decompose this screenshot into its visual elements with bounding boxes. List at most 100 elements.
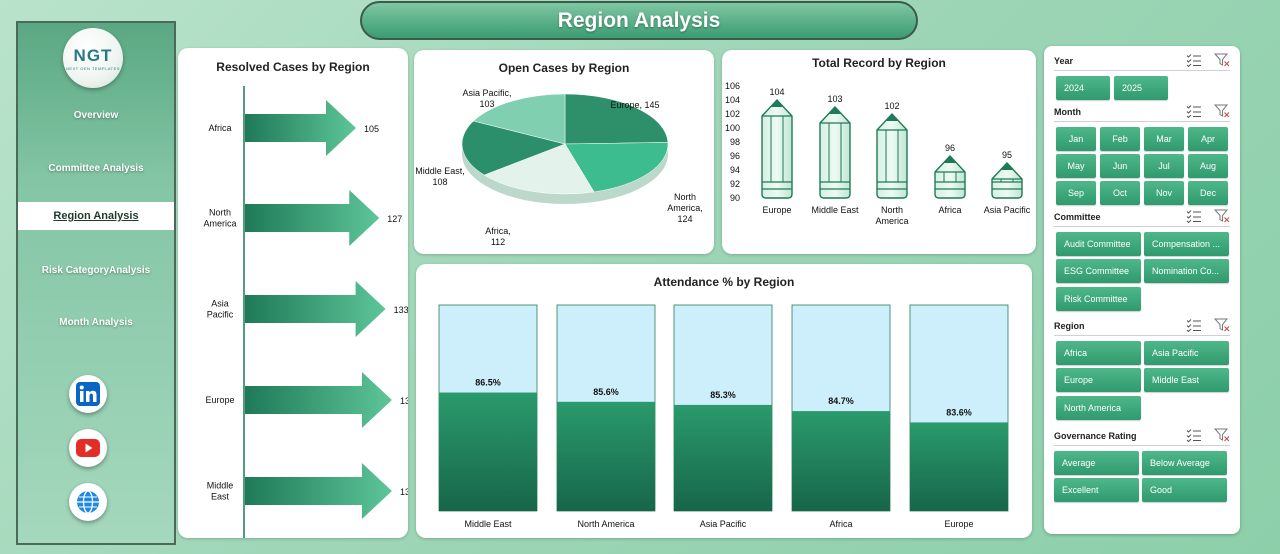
- region-slicer-item[interactable]: North America: [1056, 396, 1141, 420]
- committee-slicer-item[interactable]: Risk Committee: [1056, 287, 1141, 311]
- committee-slicer-item[interactable]: ESG Committee: [1056, 259, 1141, 283]
- resolved-value-label-2: 133: [394, 305, 408, 315]
- clear-filter-icon[interactable]: [1214, 104, 1230, 118]
- open-cases-panel: Open Cases by Region Europe, 145 North Ame…: [414, 50, 714, 254]
- resolved-cases-chart: 105 Africa 127 North America 133 Asia Pacific 13…: [203, 86, 408, 538]
- youtube-button[interactable]: [69, 429, 107, 467]
- clear-filter-icon[interactable]: [1214, 209, 1230, 223]
- region-slicer-item[interactable]: Europe: [1056, 368, 1141, 392]
- total-value-label-3: 96: [945, 143, 955, 153]
- resolved-bar-2: [245, 281, 386, 337]
- month-slicer-item[interactable]: Jul: [1144, 154, 1184, 178]
- nav-overview[interactable]: Overview: [73, 109, 119, 121]
- attendance-category-label-2: Asia Pacific: [700, 519, 747, 529]
- total-value-label-1: 103: [827, 94, 842, 104]
- total-category-label-4: Asia Pacific: [984, 205, 1031, 215]
- committee-slicer-item[interactable]: Audit Committee: [1056, 232, 1141, 256]
- youtube-icon: [76, 439, 100, 457]
- total-ytick-1: 92: [730, 179, 740, 189]
- resolved-category-label-0: Africa: [208, 123, 231, 133]
- multi-select-icon[interactable]: [1186, 104, 1202, 118]
- committee-slicer-item[interactable]: Compensation ...: [1144, 232, 1229, 256]
- resolved-bar-4: [245, 463, 392, 519]
- pie-label-0: Europe, 145: [610, 100, 659, 110]
- multi-select-icon[interactable]: [1186, 53, 1202, 67]
- nav-month-analysis[interactable]: Month Analysis: [59, 316, 133, 328]
- pie-slice-0: [564, 93, 669, 145]
- linkedin-icon: [76, 382, 100, 406]
- resolved-value-label-0: 105: [364, 124, 379, 134]
- total-ytick-2: 94: [730, 165, 740, 175]
- nav-committee-analysis[interactable]: Committee Analysis: [48, 162, 144, 174]
- multi-select-icon[interactable]: [1186, 209, 1202, 223]
- total-ytick-5: 100: [725, 123, 740, 133]
- total-ytick-8: 106: [725, 81, 740, 91]
- clear-filter-icon[interactable]: [1214, 428, 1230, 442]
- committee-slicer-item[interactable]: Nomination Co...: [1144, 259, 1229, 283]
- open-cases-chart: Europe, 145 North America, 124 Africa, 112 Mid…: [415, 88, 703, 247]
- month-slicer-item[interactable]: Jan: [1056, 127, 1096, 151]
- committee-slicer-header: Committee: [1054, 207, 1230, 227]
- month-slicer-item[interactable]: May: [1056, 154, 1096, 178]
- pie-slice-2: [483, 143, 595, 195]
- attendance-title: Attendance % by Region: [653, 275, 795, 289]
- attendance-chart: 86.5% Middle East 85.6% North America 85.3% A…: [438, 304, 1009, 529]
- governance-slicer-item[interactable]: Excellent: [1054, 478, 1139, 502]
- resolved-category-label-1: North America: [203, 208, 236, 229]
- pie-slice-1: [564, 142, 669, 193]
- page-title: Region Analysis: [360, 1, 918, 40]
- attendance-bar-4: [910, 422, 1008, 511]
- month-slicer-item[interactable]: Oct: [1100, 181, 1140, 205]
- attendance-category-label-4: Europe: [944, 519, 973, 529]
- resolved-category-label-2: Asia Pacific: [207, 299, 234, 320]
- pie-label-1: North America, 124: [667, 192, 703, 224]
- attendance-category-label-1: North America: [577, 519, 634, 529]
- total-ytick-3: 96: [730, 151, 740, 161]
- attendance-category-label-0: Middle East: [464, 519, 512, 529]
- month-slicer-item[interactable]: Jun: [1100, 154, 1140, 178]
- month-slicer-item[interactable]: Mar: [1144, 127, 1184, 151]
- month-slicer-item[interactable]: Aug: [1188, 154, 1228, 178]
- governance-slicer-item[interactable]: Average: [1054, 451, 1139, 475]
- region-slicer-item[interactable]: Middle East: [1144, 368, 1229, 392]
- open-cases-title: Open Cases by Region: [498, 61, 630, 75]
- total-value-label-0: 104: [769, 87, 784, 97]
- attendance-bar-0: [439, 392, 537, 511]
- total-record-title: Total Record by Region: [812, 56, 946, 70]
- year-slicer-header: Year: [1054, 51, 1230, 71]
- multi-select-icon[interactable]: [1186, 318, 1202, 332]
- clear-filter-icon[interactable]: [1214, 318, 1230, 332]
- month-slicer-item[interactable]: Apr: [1188, 127, 1228, 151]
- year-slicer-item[interactable]: 2024: [1056, 76, 1110, 100]
- sidebar: NGT NEXT GEN TEMPLATES Overview Committe…: [16, 21, 176, 545]
- pie-slice-4: [473, 93, 566, 145]
- year-slicer-item[interactable]: 2025: [1114, 76, 1168, 100]
- month-slicer-item[interactable]: Feb: [1100, 127, 1140, 151]
- month-slicer-item[interactable]: Sep: [1056, 181, 1096, 205]
- total-bar-4: [991, 161, 1023, 199]
- total-record-panel: Total Record by Region 90 92 94 96 98 100 102 1…: [722, 50, 1036, 254]
- total-bar-1: [819, 105, 851, 199]
- region-slicer-item[interactable]: Asia Pacific: [1144, 341, 1229, 365]
- resolved-value-label-3: 139: [400, 396, 408, 406]
- pie-label-4: Asia Pacific, 103: [462, 88, 511, 109]
- linkedin-button[interactable]: [69, 375, 107, 413]
- total-ytick-6: 102: [725, 109, 740, 119]
- total-ytick-4: 98: [730, 137, 740, 147]
- multi-select-icon[interactable]: [1186, 428, 1202, 442]
- website-button[interactable]: [69, 483, 107, 521]
- attendance-value-label-0: 86.5%: [475, 378, 501, 388]
- nav-risk-category-analysis[interactable]: Risk CategoryAnalysis: [41, 264, 151, 276]
- globe-icon: [77, 490, 99, 514]
- total-record-chart: 90 92 94 96 98 100 102 104 106 104 Europe 103 Middle…: [725, 81, 1031, 226]
- clear-filter-icon[interactable]: [1214, 53, 1230, 67]
- governance-slicer-item[interactable]: Good: [1142, 478, 1227, 502]
- governance-slicer-item[interactable]: Below Average: [1142, 451, 1227, 475]
- month-slicer-item[interactable]: Nov: [1144, 181, 1184, 205]
- nav-region-analysis[interactable]: Region Analysis: [18, 202, 174, 230]
- total-bar-2: [876, 112, 908, 199]
- region-slicer-item[interactable]: Africa: [1056, 341, 1141, 365]
- resolved-bar-3: [245, 372, 392, 428]
- month-slicer-item[interactable]: Dec: [1188, 181, 1228, 205]
- resolved-cases-panel: Resolved Cases by Region 105 Africa 127 Nor…: [178, 48, 408, 538]
